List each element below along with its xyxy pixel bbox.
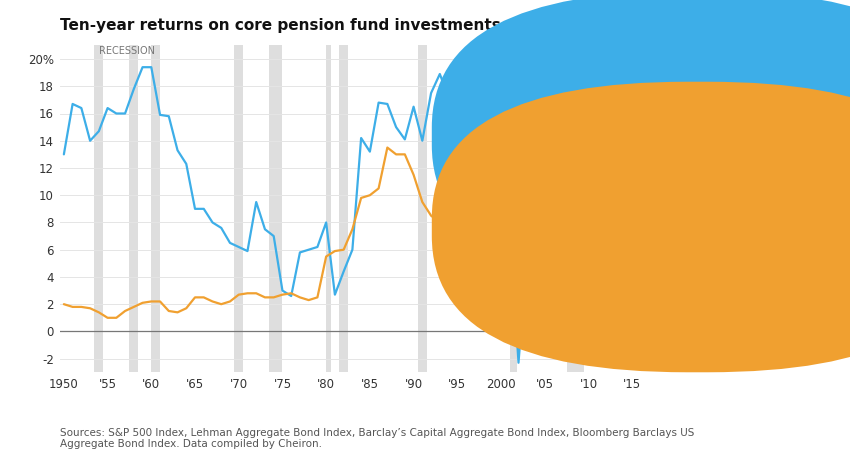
Text: Bonds: Bonds xyxy=(714,220,756,234)
Bar xyxy=(94,45,103,372)
Bar xyxy=(510,45,517,372)
Bar xyxy=(339,45,348,372)
Bar xyxy=(567,45,584,372)
Text: RECESSION: RECESSION xyxy=(99,46,155,56)
Bar xyxy=(269,45,282,372)
Bar xyxy=(326,45,331,372)
Bar xyxy=(418,45,427,372)
Bar xyxy=(235,45,243,372)
Text: Ten-year returns on core pension fund investments: Ten-year returns on core pension fund in… xyxy=(60,18,501,33)
Bar xyxy=(129,45,139,372)
Text: Stocks: Stocks xyxy=(714,129,760,143)
Bar xyxy=(151,45,160,372)
Text: Sources: S&P 500 Index, Lehman Aggregate Bond Index, Barclay’s Capital Aggregate: Sources: S&P 500 Index, Lehman Aggregate… xyxy=(60,428,694,449)
